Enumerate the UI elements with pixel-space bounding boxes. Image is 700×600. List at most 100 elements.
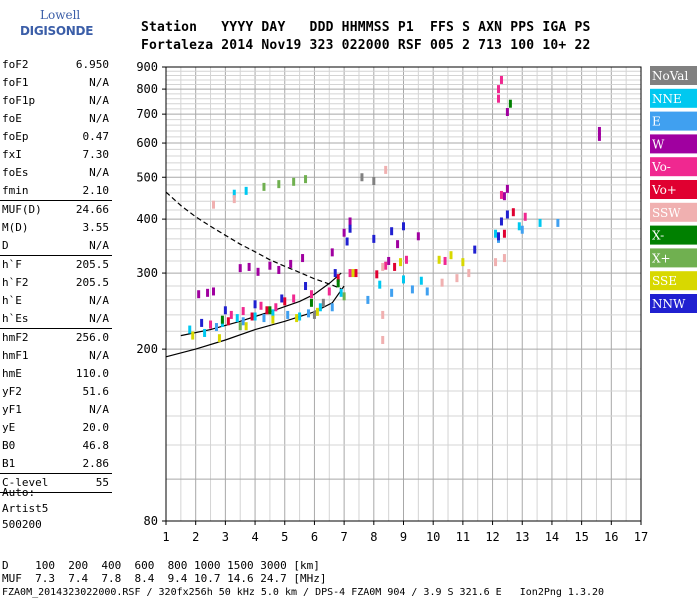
x-tick-label: 5 <box>281 530 288 544</box>
data-point <box>416 232 420 241</box>
data-point <box>277 265 281 274</box>
data-point <box>286 310 290 319</box>
legend-label: Vo+ <box>651 183 677 197</box>
header-labels: Station YYYY DAY DDD HHMMSS P1 FFS S AXN… <box>141 20 591 35</box>
header-values: Fortaleza 2014 Nov19 323 022000 RSF 005 … <box>141 38 591 53</box>
data-point <box>274 303 278 312</box>
data-point <box>473 245 477 254</box>
legend-label: X- <box>652 229 664 243</box>
param-row: fmin 2.10 <box>0 182 112 200</box>
data-point <box>502 254 506 263</box>
param-name: C-level <box>2 476 49 489</box>
legend-label: SSE <box>652 274 677 288</box>
data-point <box>508 99 512 108</box>
data-point <box>455 274 459 283</box>
param-row: h`E N/A <box>0 292 112 310</box>
param-name: foF1p <box>2 94 36 107</box>
data-point <box>241 307 245 316</box>
data-point <box>304 175 308 184</box>
footer-file-info: FZA0M_2014323022000.RSF / 320fx256h 50 k… <box>2 587 605 598</box>
legend-swatch <box>650 202 697 222</box>
data-point <box>384 165 388 174</box>
data-point <box>223 306 227 315</box>
param-value: 7.30 <box>82 148 110 161</box>
data-point <box>265 306 269 315</box>
data-point <box>384 261 388 270</box>
param-value: N/A <box>89 239 109 252</box>
x-tick-label: 6 <box>311 530 318 544</box>
data-point <box>402 275 405 284</box>
param-name: foEs <box>2 166 29 179</box>
data-point <box>256 267 260 276</box>
profile-curve-dashed <box>165 191 342 290</box>
param-row: yF2 51.6 <box>0 383 112 401</box>
x-tick-label: 7 <box>341 530 348 544</box>
data-point <box>232 189 236 198</box>
data-point <box>511 208 515 217</box>
param-value: N/A <box>89 403 109 416</box>
data-point <box>393 262 397 271</box>
param-name: M(D) <box>2 221 29 234</box>
data-point <box>277 180 281 189</box>
data-point <box>309 290 313 299</box>
data-point <box>375 270 379 279</box>
param-separator <box>0 328 112 329</box>
data-point <box>212 287 215 296</box>
data-point <box>520 225 524 234</box>
data-point <box>502 192 506 201</box>
param-name: D <box>2 239 9 252</box>
param-name: h`F <box>2 258 22 271</box>
param-name: h`Es <box>2 312 29 325</box>
data-point <box>390 288 394 297</box>
data-point <box>372 177 376 186</box>
data-point <box>200 318 204 327</box>
data-point <box>402 222 405 231</box>
param-value: 6.950 <box>75 58 109 71</box>
legend-swatch <box>650 134 697 154</box>
param-row: h`Es N/A <box>0 310 112 328</box>
x-tick-label: 11 <box>456 530 470 544</box>
data-point <box>244 322 248 331</box>
data-point <box>348 224 352 233</box>
data-point <box>209 320 213 329</box>
data-point <box>235 314 239 323</box>
data-point <box>262 182 266 191</box>
footer-muf-row: MUF 7.3 7.4 7.8 8.4 9.4 10.7 14.6 24.7 [… <box>2 572 327 585</box>
data-point <box>226 317 230 326</box>
data-point <box>497 85 500 94</box>
legend-label: NoVal <box>652 69 688 83</box>
data-point <box>366 295 370 304</box>
data-point <box>440 278 444 287</box>
param-value: 3.55 <box>82 221 110 234</box>
param-row: M(D) 3.55 <box>0 219 112 237</box>
param-name: fmin <box>2 184 29 197</box>
x-tick-label: 17 <box>634 530 648 544</box>
data-point <box>499 190 503 199</box>
param-row: B0 46.8 <box>0 437 112 455</box>
data-point <box>449 251 453 260</box>
param-name: yF1 <box>2 403 22 416</box>
data-point <box>268 261 272 270</box>
legend-label: SSW <box>652 206 681 220</box>
param-name: B0 <box>2 439 16 452</box>
data-point <box>312 310 316 319</box>
legend-label: X+ <box>652 251 671 265</box>
param-row: foF2 6.950 <box>0 56 112 74</box>
param-value: 24.66 <box>75 203 109 216</box>
legend-label: E <box>652 115 661 129</box>
data-point <box>191 331 195 340</box>
data-point <box>336 279 340 288</box>
param-value: N/A <box>89 112 109 125</box>
digisonde-logo: Lowell DIGISONDE <box>6 8 96 44</box>
x-tick-label: 3 <box>222 530 229 544</box>
param-row: hmF2 256.0 <box>0 329 112 347</box>
legend-swatch <box>650 157 697 177</box>
param-value: 205.5 <box>75 258 109 271</box>
x-tick-label: 16 <box>604 530 618 544</box>
data-point <box>378 280 382 289</box>
parameter-panel: foF2 6.950 foF1 N/A foF1p N/A foE N/A foEp 0.47 fx… <box>0 56 112 493</box>
x-tick-label: 14 <box>545 530 559 544</box>
data-point <box>336 274 340 283</box>
param-row: yE 20.0 <box>0 419 112 437</box>
data-point <box>461 258 465 267</box>
